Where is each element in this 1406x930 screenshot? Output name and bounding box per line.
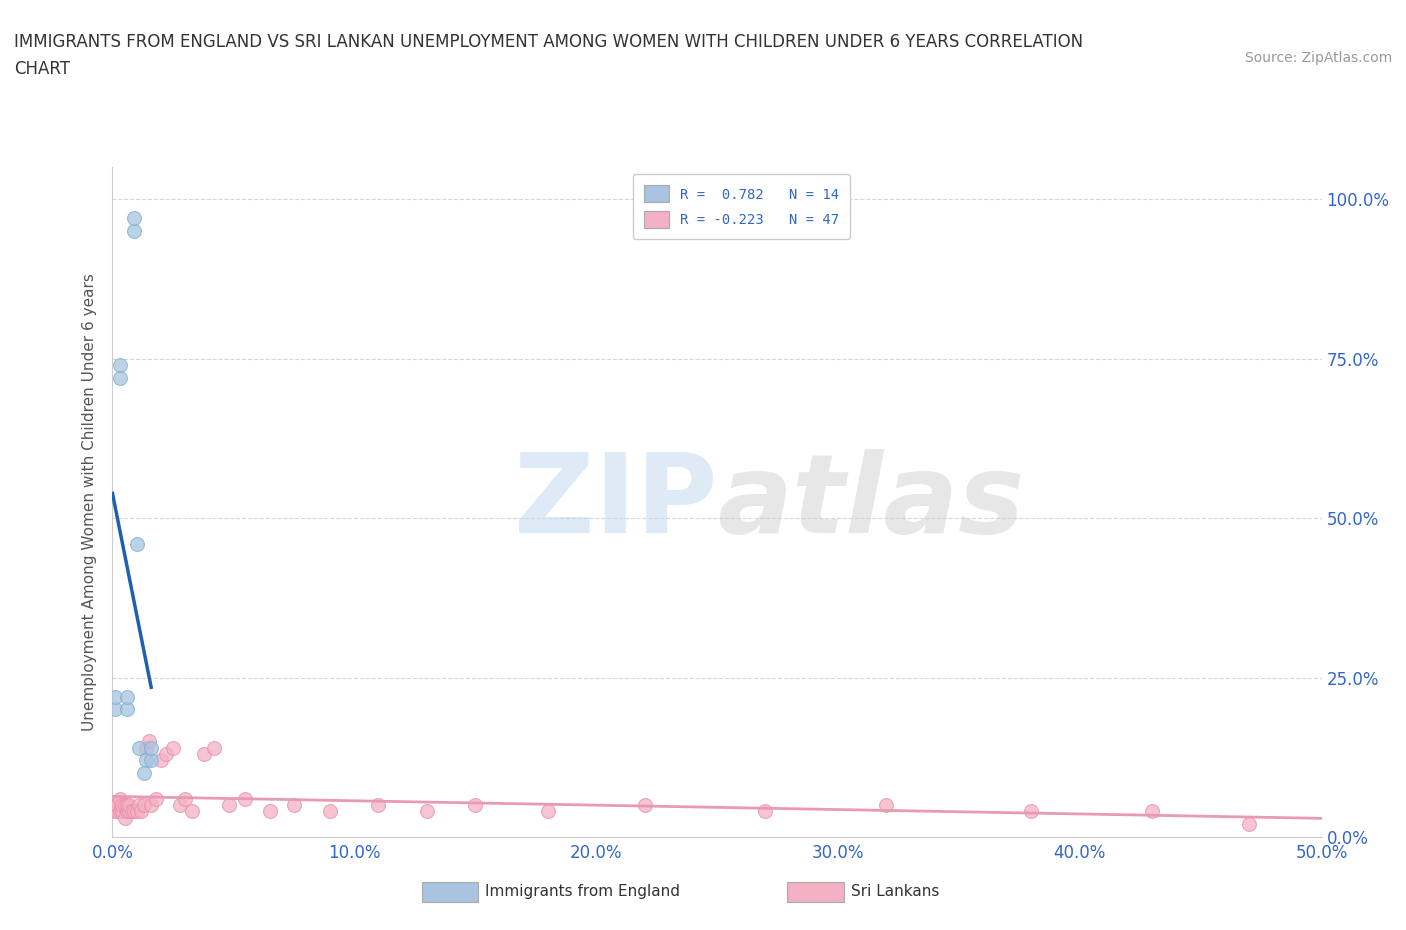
Point	[125, 804, 148, 819]
Point	[111, 804, 134, 819]
Point	[131, 804, 153, 819]
Point	[115, 804, 138, 819]
Point	[108, 370, 131, 385]
Point	[115, 798, 138, 813]
Point	[104, 798, 127, 813]
Point	[193, 747, 215, 762]
Point	[181, 804, 204, 819]
Point	[122, 804, 145, 819]
Point	[115, 702, 138, 717]
Point	[108, 358, 131, 373]
Point	[259, 804, 281, 819]
Point	[1237, 817, 1260, 831]
Point	[118, 798, 141, 813]
Point	[319, 804, 342, 819]
Text: atlas: atlas	[717, 448, 1025, 556]
Point	[138, 734, 160, 749]
Point	[105, 798, 128, 813]
Text: ZIP: ZIP	[513, 448, 717, 556]
Point	[141, 798, 163, 813]
Point	[114, 798, 136, 813]
Point	[108, 791, 131, 806]
Point	[141, 753, 163, 768]
Point	[125, 537, 148, 551]
Point	[1142, 804, 1164, 819]
Point	[283, 798, 305, 813]
Point	[633, 798, 655, 813]
Point	[122, 211, 145, 226]
Point	[104, 702, 127, 717]
Text: Sri Lankans: Sri Lankans	[851, 884, 939, 899]
Point	[104, 689, 127, 704]
Point	[235, 791, 257, 806]
Point	[108, 804, 131, 819]
Y-axis label: Unemployment Among Women with Children Under 6 years: Unemployment Among Women with Children U…	[82, 273, 97, 731]
Legend: R =  0.782   N = 14, R = -0.223   N = 47: R = 0.782 N = 14, R = -0.223 N = 47	[633, 174, 851, 239]
Point	[121, 804, 143, 819]
Point	[105, 804, 128, 819]
Point	[111, 798, 134, 813]
Point	[122, 224, 145, 239]
Point	[218, 798, 240, 813]
Point	[141, 740, 163, 755]
Point	[104, 804, 127, 819]
Point	[155, 747, 177, 762]
Point	[132, 765, 155, 780]
Text: Immigrants from England: Immigrants from England	[485, 884, 681, 899]
Point	[128, 798, 150, 813]
Point	[464, 798, 486, 813]
Point	[145, 791, 167, 806]
Point	[169, 798, 191, 813]
Point	[416, 804, 439, 819]
Text: IMMIGRANTS FROM ENGLAND VS SRI LANKAN UNEMPLOYMENT AMONG WOMEN WITH CHILDREN UND: IMMIGRANTS FROM ENGLAND VS SRI LANKAN UN…	[14, 33, 1083, 50]
Point	[202, 740, 225, 755]
Point	[174, 791, 197, 806]
Point	[537, 804, 560, 819]
Point	[367, 798, 389, 813]
Point	[115, 689, 138, 704]
Point	[114, 810, 136, 825]
Point	[132, 798, 155, 813]
Point	[128, 740, 150, 755]
Text: CHART: CHART	[14, 60, 70, 78]
Point	[754, 804, 776, 819]
Point	[118, 804, 141, 819]
Point	[162, 740, 184, 755]
Text: Source: ZipAtlas.com: Source: ZipAtlas.com	[1244, 51, 1392, 65]
Point	[875, 798, 897, 813]
Point	[1021, 804, 1043, 819]
Point	[135, 753, 157, 768]
Point	[135, 740, 157, 755]
Point	[149, 753, 172, 768]
